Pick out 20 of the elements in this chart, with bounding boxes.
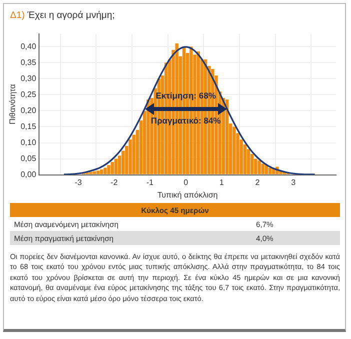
x-tick-label: 2 — [255, 178, 260, 187]
x-axis-title: Τυπική απόκλιση — [157, 190, 218, 200]
y-tick-label: 0,05 — [20, 154, 37, 163]
y-tick-label: 0,00 — [20, 170, 37, 180]
y-tick-label: 0,10 — [20, 138, 37, 147]
y-tick-label: 0,30 — [20, 74, 37, 83]
x-tick-label: 0 — [184, 178, 189, 187]
y-tick-label: 0,25 — [20, 90, 37, 99]
y-tick-label: 0,15 — [20, 122, 37, 131]
y-tick-label: 0,20 — [20, 106, 37, 115]
x-tick-label: 3 — [291, 178, 296, 187]
y-tick-label: 0,35 — [20, 58, 37, 67]
line-series — [63, 46, 316, 175]
chart-title: Δ1) Έχει η αγορά μνήμη; — [10, 10, 115, 21]
x-tick-label: -3 — [74, 178, 82, 187]
x-tick-label: -1 — [146, 178, 154, 187]
y-tick-label: 0,40 — [20, 42, 37, 51]
y-axis-title: Πιθανότητα — [8, 84, 18, 124]
x-tick-label: 1 — [219, 178, 224, 187]
x-tick-label: -2 — [110, 178, 118, 187]
